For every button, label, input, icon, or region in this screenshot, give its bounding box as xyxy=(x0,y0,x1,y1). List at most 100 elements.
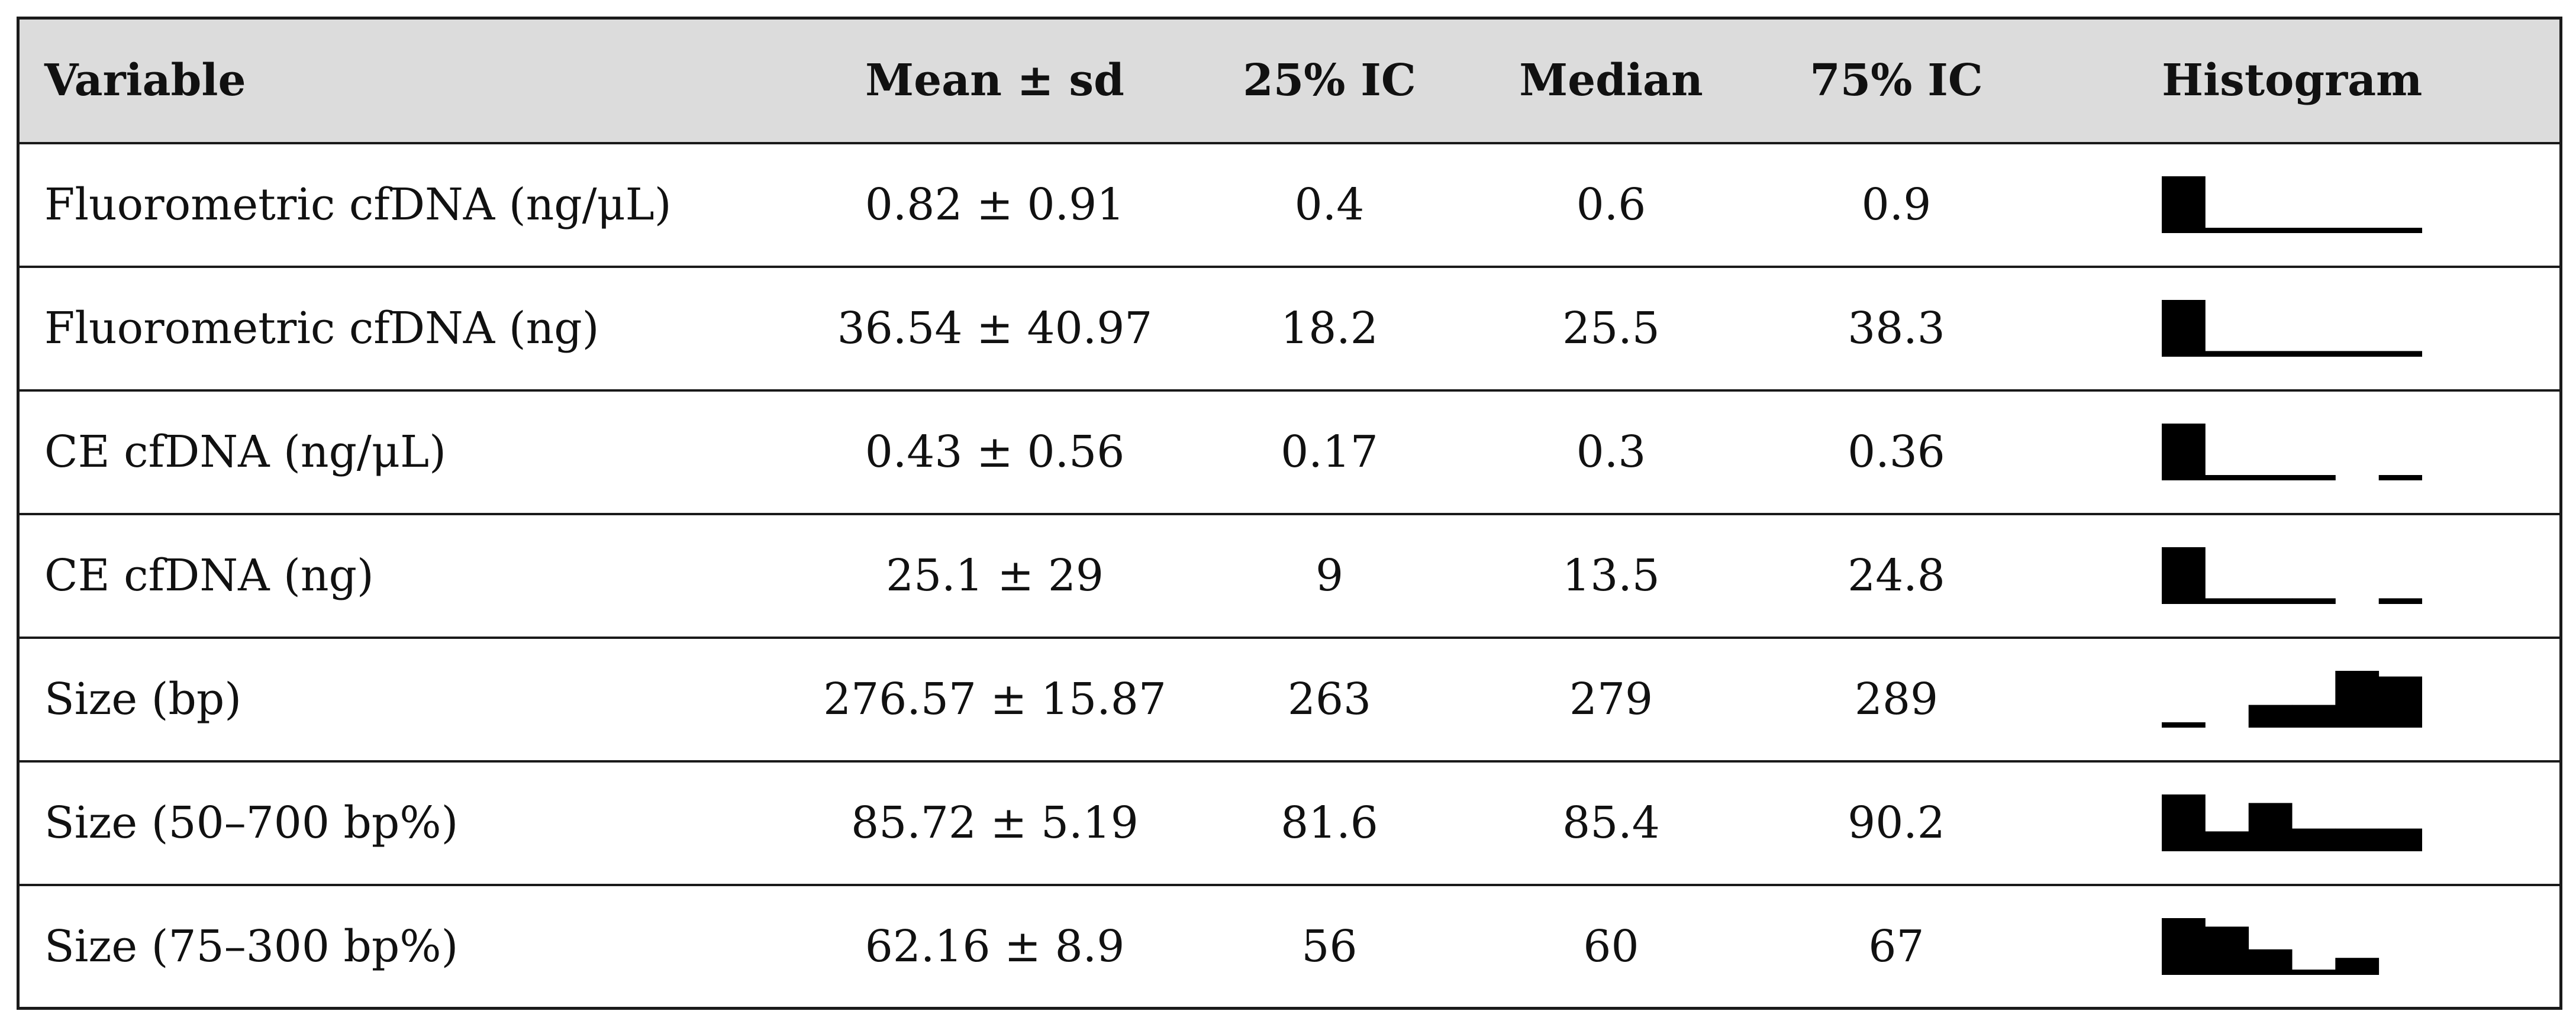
histogram-bin xyxy=(2162,918,2206,975)
table-row: CE cfDNA (ng) 25.1 ± 29 9 13.5 24.8 xyxy=(18,512,2561,639)
histogram-bin xyxy=(2162,794,2206,851)
header-variable: Variable xyxy=(18,17,785,144)
histogram-bin xyxy=(2205,598,2249,604)
histogram-bin xyxy=(2292,475,2336,480)
sparkline-histogram xyxy=(2162,547,2423,604)
histogram-bin xyxy=(2162,722,2206,728)
histogram-bin xyxy=(2248,351,2293,357)
histogram-cell xyxy=(2024,883,2561,1010)
histogram-bin xyxy=(2162,547,2206,604)
variable-cell: CE cfDNA (ng/μL) xyxy=(18,389,785,515)
histogram-cell xyxy=(2024,760,2561,886)
histogram-bin xyxy=(2248,598,2293,604)
q25-cell: 0.17 xyxy=(1204,389,1455,515)
table-row: CE cfDNA (ng/μL) 0.43 ± 0.56 0.17 0.3 0.… xyxy=(18,389,2561,515)
variable-cell: CE cfDNA (ng) xyxy=(18,512,785,639)
histogram-bin xyxy=(2378,828,2423,851)
header-25-ic: 25% IC xyxy=(1204,17,1455,144)
mean-sd-cell: 62.16 ± 8.9 xyxy=(785,883,1205,1010)
mean-sd-cell: 0.43 ± 0.56 xyxy=(785,389,1205,515)
sparkline-histogram xyxy=(2162,300,2423,357)
histogram-bin xyxy=(2205,831,2249,851)
histogram-bin xyxy=(2335,228,2380,233)
header-row: Variable Mean ± sd 25% IC Median 75% IC … xyxy=(18,17,2561,144)
median-cell: 13.5 xyxy=(1454,512,1768,639)
histogram-bin xyxy=(2335,351,2380,357)
q25-cell: 56 xyxy=(1204,883,1455,1010)
mean-sd-cell: 0.82 ± 0.91 xyxy=(785,141,1205,268)
histogram-cell xyxy=(2024,265,2561,392)
histogram-bin xyxy=(2248,803,2293,851)
histogram-bin xyxy=(2378,228,2423,233)
q75-cell: 289 xyxy=(1768,636,2025,763)
histogram-bin xyxy=(2335,957,2380,975)
variable-cell: Size (75–300 bp%) xyxy=(18,883,785,1010)
median-cell: 0.6 xyxy=(1454,141,1768,268)
histogram-bin xyxy=(2162,424,2206,480)
histogram-bin xyxy=(2378,598,2423,604)
histogram-bin xyxy=(2335,671,2380,728)
histogram-cell xyxy=(2024,141,2561,268)
histogram-bin xyxy=(2335,828,2380,851)
table-row: Size (bp) 276.57 ± 15.87 263 279 289 xyxy=(18,636,2561,763)
histogram-bin xyxy=(2248,705,2293,728)
histogram-bin xyxy=(2292,351,2336,357)
header-median: Median xyxy=(1454,17,1768,144)
q75-cell: 90.2 xyxy=(1768,760,2025,886)
histogram-cell xyxy=(2024,636,2561,763)
mean-sd-cell: 85.72 ± 5.19 xyxy=(785,760,1205,886)
median-cell: 0.3 xyxy=(1454,389,1768,515)
median-cell: 60 xyxy=(1454,883,1768,1010)
histogram-bin xyxy=(2378,475,2423,480)
table-row: Fluorometric cfDNA (ng/μL) 0.82 ± 0.91 0… xyxy=(18,141,2561,268)
sparkline-histogram xyxy=(2162,176,2423,233)
header-75-ic: 75% IC xyxy=(1768,17,2025,144)
sparkline-histogram xyxy=(2162,671,2423,728)
histogram-cell xyxy=(2024,512,2561,639)
histogram-bin xyxy=(2292,598,2336,604)
mean-sd-cell: 276.57 ± 15.87 xyxy=(785,636,1205,763)
histogram-bin xyxy=(2205,926,2249,975)
mean-sd-cell: 25.1 ± 29 xyxy=(785,512,1205,639)
variable-cell: Size (50–700 bp%) xyxy=(18,760,785,886)
histogram-bin xyxy=(2292,969,2336,975)
summary-statistics-table: Variable Mean ± sd 25% IC Median 75% IC … xyxy=(17,17,2562,1010)
q75-cell: 67 xyxy=(1768,883,2025,1010)
q25-cell: 18.2 xyxy=(1204,265,1455,392)
q75-cell: 24.8 xyxy=(1768,512,2025,639)
sparkline-histogram xyxy=(2162,918,2380,975)
histogram-bin xyxy=(2292,228,2336,233)
q25-cell: 9 xyxy=(1204,512,1455,639)
histogram-bin xyxy=(2248,228,2293,233)
median-cell: 25.5 xyxy=(1454,265,1768,392)
variable-cell: Fluorometric cfDNA (ng/μL) xyxy=(18,141,785,268)
median-cell: 85.4 xyxy=(1454,760,1768,886)
q25-cell: 0.4 xyxy=(1204,141,1455,268)
histogram-bin xyxy=(2292,828,2336,851)
histogram-bin xyxy=(2248,949,2293,975)
q25-cell: 263 xyxy=(1204,636,1455,763)
variable-cell: Fluorometric cfDNA (ng) xyxy=(18,265,785,392)
q25-cell: 81.6 xyxy=(1204,760,1455,886)
q75-cell: 0.36 xyxy=(1768,389,2025,515)
median-cell: 279 xyxy=(1454,636,1768,763)
header-mean-sd: Mean ± sd xyxy=(785,17,1205,144)
histogram-bin xyxy=(2162,300,2206,357)
histogram-bin xyxy=(2162,176,2206,233)
histogram-bin xyxy=(2378,676,2423,728)
sparkline-histogram xyxy=(2162,794,2423,851)
histogram-bin xyxy=(2205,351,2249,357)
histogram-cell xyxy=(2024,389,2561,515)
histogram-bin xyxy=(2205,475,2249,480)
variable-cell: Size (bp) xyxy=(18,636,785,763)
table-row: Size (50–700 bp%) 85.72 ± 5.19 81.6 85.4… xyxy=(18,760,2561,886)
table-row: Fluorometric cfDNA (ng) 36.54 ± 40.97 18… xyxy=(18,265,2561,392)
q75-cell: 38.3 xyxy=(1768,265,2025,392)
header-histogram: Histogram xyxy=(2024,17,2561,144)
histogram-bin xyxy=(2205,228,2249,233)
histogram-bin xyxy=(2378,351,2423,357)
mean-sd-cell: 36.54 ± 40.97 xyxy=(785,265,1205,392)
histogram-bin xyxy=(2292,705,2336,728)
q75-cell: 0.9 xyxy=(1768,141,2025,268)
histogram-bin xyxy=(2248,475,2293,480)
